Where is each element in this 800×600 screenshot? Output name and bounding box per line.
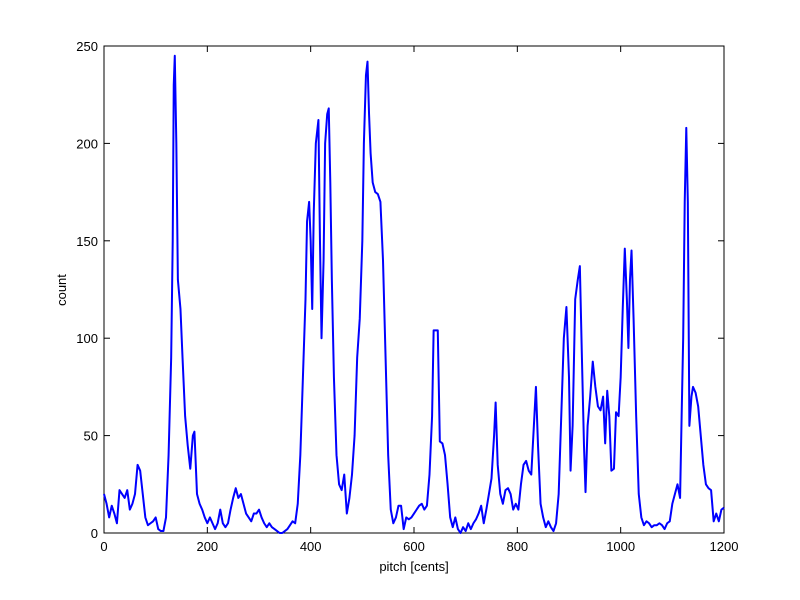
y-tick-label: 250 bbox=[76, 39, 98, 54]
x-axis-label: pitch [cents] bbox=[379, 559, 448, 574]
x-tick-label: 1200 bbox=[710, 539, 739, 554]
y-tick-label: 100 bbox=[76, 331, 98, 346]
x-tick-label: 0 bbox=[100, 539, 107, 554]
x-tick-label: 200 bbox=[196, 539, 218, 554]
y-axis-label: count bbox=[54, 274, 69, 306]
y-tick-label: 200 bbox=[76, 136, 98, 151]
plot-area bbox=[103, 45, 725, 534]
y-tick-label: 150 bbox=[76, 234, 98, 249]
y-tick-label: 0 bbox=[91, 526, 98, 541]
y-tick-label: 50 bbox=[84, 429, 98, 444]
data-line bbox=[103, 54, 725, 534]
x-tick-label: 1000 bbox=[606, 539, 635, 554]
x-tick-label: 800 bbox=[506, 539, 528, 554]
x-tick-label: 400 bbox=[300, 539, 322, 554]
x-tick-label: 600 bbox=[403, 539, 425, 554]
